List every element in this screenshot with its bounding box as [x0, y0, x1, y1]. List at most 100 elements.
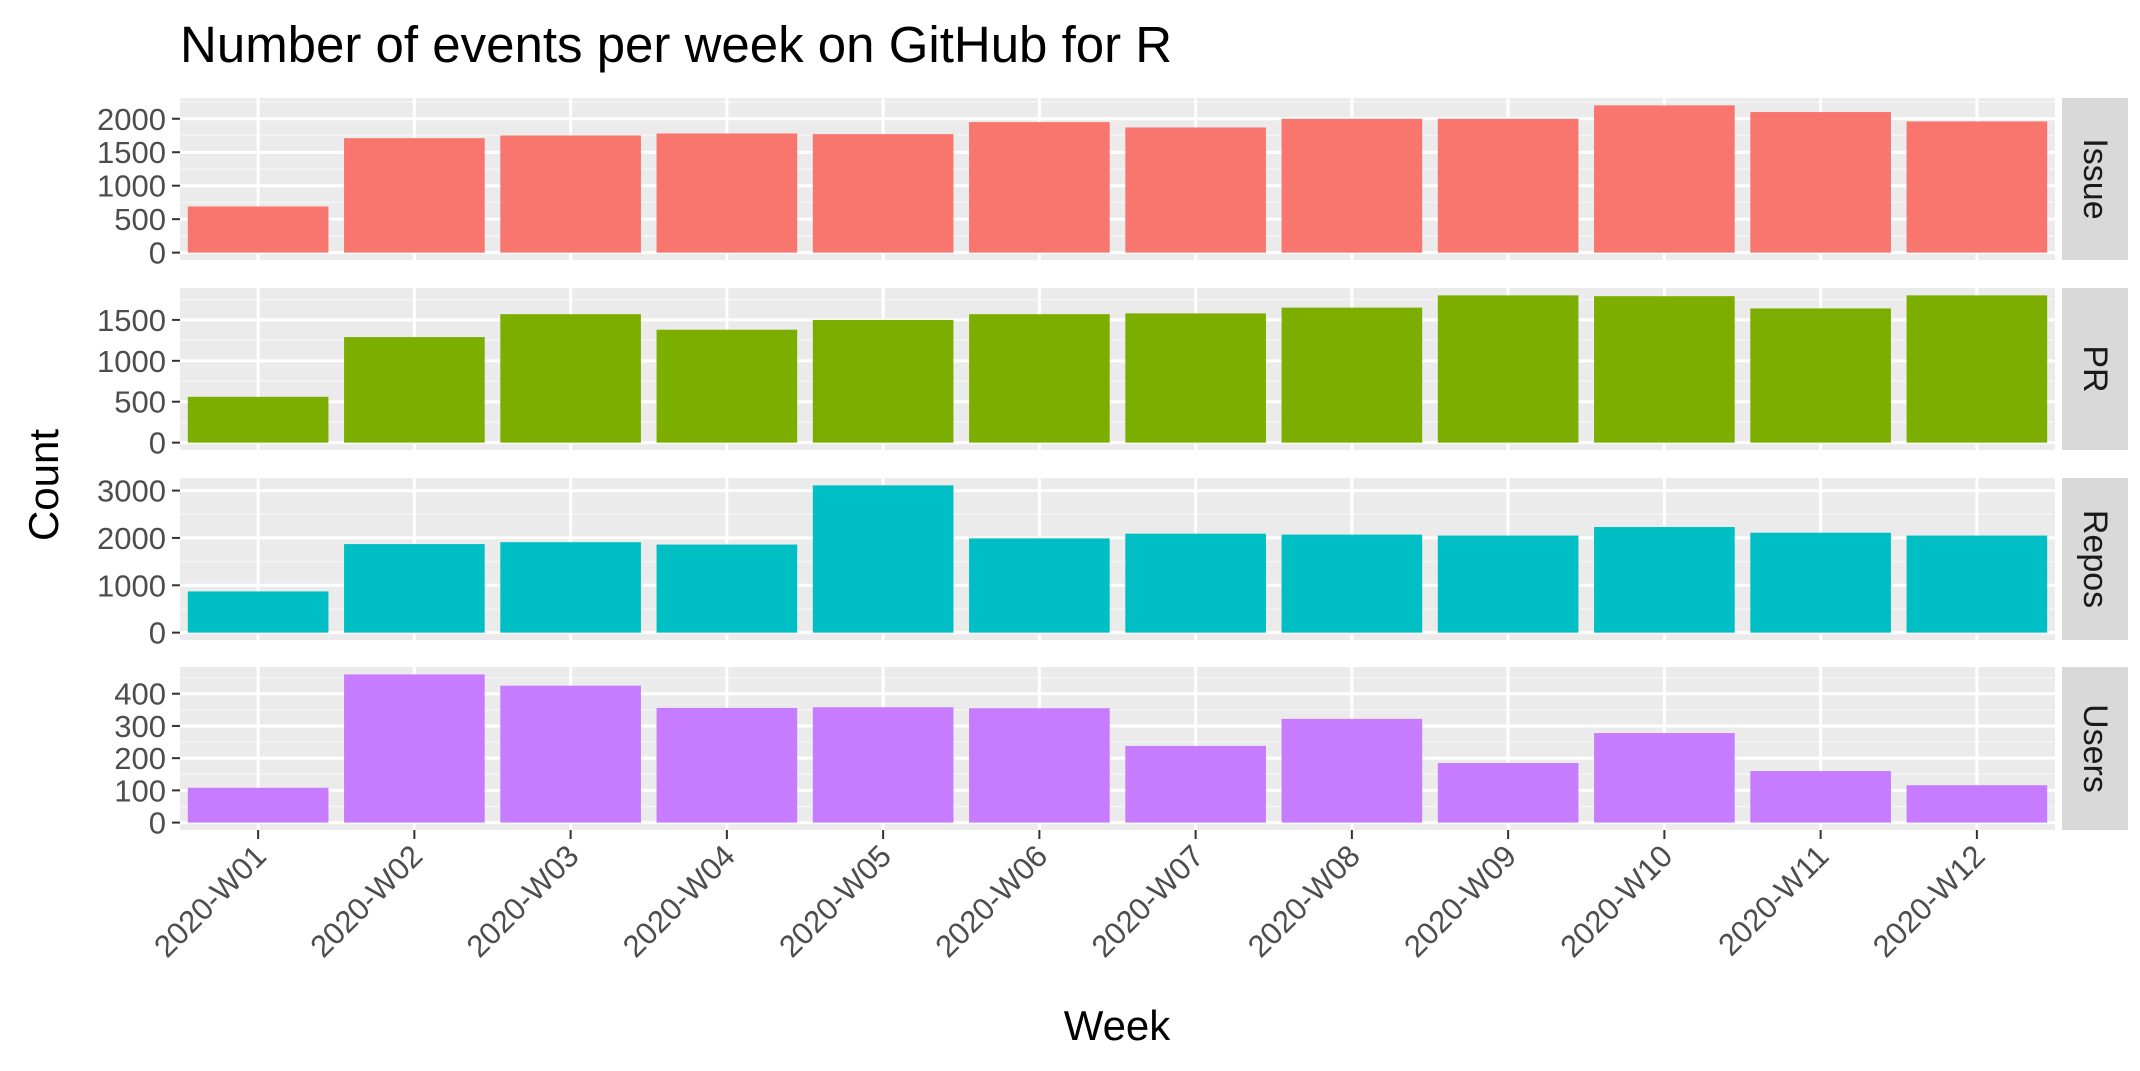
y-tick-label: 100 — [114, 773, 166, 808]
bar-users-2020-w06 — [969, 708, 1110, 823]
bar-users-2020-w08 — [1281, 718, 1423, 823]
x-tick-label: 2020-W09 — [1397, 838, 1523, 964]
x-axis-title: Week — [1064, 1002, 1172, 1049]
y-tick-label: 0 — [149, 806, 166, 841]
bar-repos-2020-w03 — [500, 542, 641, 633]
bar-users-2020-w09 — [1437, 762, 1579, 823]
y-tick-label: 500 — [114, 385, 166, 420]
bar-repos-2020-w11 — [1750, 532, 1891, 633]
bar-issue-2020-w02 — [344, 138, 485, 253]
bar-repos-2020-w12 — [1906, 535, 2048, 633]
y-tick-label: 0 — [149, 616, 166, 651]
y-tick-label: 1500 — [97, 135, 166, 170]
bar-users-2020-w05 — [812, 707, 954, 823]
y-tick-label: 400 — [114, 677, 166, 712]
y-axis-title: Count — [20, 429, 67, 541]
facet-strip — [2062, 478, 2128, 640]
bar-repos-2020-w07 — [1125, 533, 1266, 633]
bar-repos-2020-w02 — [344, 544, 485, 633]
panel-background — [180, 98, 2055, 260]
bar-issue-2020-w11 — [1750, 112, 1891, 253]
x-tick-label: 2020-W05 — [772, 838, 898, 964]
bar-pr-2020-w03 — [500, 314, 641, 443]
x-tick-label: 2020-W04 — [616, 838, 742, 964]
x-tick-label: 2020-W07 — [1085, 838, 1211, 964]
y-tick-label: 1000 — [97, 568, 166, 603]
bar-pr-2020-w12 — [1906, 295, 2048, 443]
facet-panels: 0500100015002000Issue050010001500PR01000… — [97, 98, 2128, 841]
bar-pr-2020-w01 — [187, 396, 329, 443]
facet-strip — [2062, 667, 2128, 830]
bar-issue-2020-w08 — [1281, 118, 1423, 253]
bar-pr-2020-w04 — [656, 329, 798, 443]
bar-issue-2020-w10 — [1594, 105, 1735, 253]
facet-strip-label: Repos — [2076, 510, 2114, 608]
y-tick-label: 200 — [114, 741, 166, 776]
facet-strip-label: Issue — [2076, 138, 2114, 219]
facet-panel-repos: 0 1000 2000 3000 Repos — [97, 474, 2128, 651]
bar-issue-2020-w01 — [187, 206, 329, 253]
bar-issue-2020-w03 — [500, 135, 641, 253]
bar-issue-2020-w05 — [812, 134, 954, 253]
facet-strip — [2062, 288, 2128, 450]
bar-issue-2020-w07 — [1125, 127, 1266, 253]
bar-pr-2020-w10 — [1594, 296, 1735, 443]
bar-users-2020-w07 — [1125, 745, 1266, 823]
bar-users-2020-w12 — [1906, 785, 2048, 823]
y-tick-label: 1000 — [97, 344, 166, 379]
y-tick-label: 3000 — [97, 474, 166, 509]
x-tick-label: 2020-W11 — [1711, 838, 1835, 962]
bar-users-2020-w01 — [187, 787, 329, 823]
facet-strip — [2062, 98, 2128, 260]
bar-pr-2020-w08 — [1281, 307, 1423, 443]
bar-repos-2020-w05 — [812, 485, 954, 633]
panel-background — [180, 288, 2055, 450]
bar-users-2020-w02 — [344, 674, 485, 823]
y-tick-label: 500 — [114, 202, 166, 237]
bar-users-2020-w04 — [656, 707, 798, 823]
bar-pr-2020-w06 — [969, 314, 1110, 443]
bar-repos-2020-w04 — [656, 544, 798, 633]
bar-users-2020-w10 — [1594, 733, 1735, 823]
y-tick-label: 300 — [114, 709, 166, 744]
y-tick-label: 2000 — [97, 521, 166, 556]
bar-issue-2020-w06 — [969, 122, 1110, 253]
x-tick-label: 2020-W10 — [1553, 838, 1679, 964]
bar-repos-2020-w10 — [1594, 527, 1735, 633]
bar-repos-2020-w06 — [969, 538, 1110, 633]
y-tick-label: 1500 — [97, 303, 166, 338]
bar-issue-2020-w09 — [1437, 118, 1579, 253]
bar-pr-2020-w09 — [1437, 295, 1579, 443]
bar-pr-2020-w11 — [1750, 308, 1891, 443]
x-tick-label: 2020-W12 — [1866, 838, 1992, 964]
facet-strip-label: Users — [2076, 704, 2114, 793]
y-tick-label: 1000 — [97, 169, 166, 204]
x-tick-label: 2020-W03 — [460, 838, 586, 964]
panel-background — [180, 478, 2055, 640]
x-tick-label: 2020-W08 — [1241, 838, 1367, 964]
y-tick-label: 0 — [149, 236, 166, 271]
bar-pr-2020-w07 — [1125, 313, 1266, 443]
facet-strip-label: PR — [2076, 345, 2114, 392]
x-tick-label: 2020-W01 — [147, 838, 273, 964]
bar-users-2020-w03 — [500, 685, 641, 823]
y-tick-label: 2000 — [97, 102, 166, 137]
x-axis: 2020-W01 2020-W02 2020-W03 2020-W04 2020-W05… — [147, 830, 1992, 964]
bar-repos-2020-w09 — [1437, 535, 1579, 633]
chart-title: Number of events per week on GitHub for … — [180, 16, 1172, 73]
bar-issue-2020-w12 — [1906, 121, 2048, 253]
facet-panel-pr: 0 500 1000 1500 PR — [97, 288, 2128, 461]
bar-issue-2020-w04 — [656, 133, 798, 253]
bar-pr-2020-w02 — [344, 337, 485, 443]
x-tick-label: 2020-W02 — [303, 838, 429, 964]
bar-repos-2020-w08 — [1281, 534, 1423, 633]
bar-pr-2020-w05 — [812, 319, 954, 443]
bar-repos-2020-w01 — [187, 591, 329, 633]
x-tick-label: 2020-W06 — [928, 838, 1054, 964]
bar-users-2020-w11 — [1750, 771, 1891, 823]
y-tick-label: 0 — [149, 426, 166, 461]
